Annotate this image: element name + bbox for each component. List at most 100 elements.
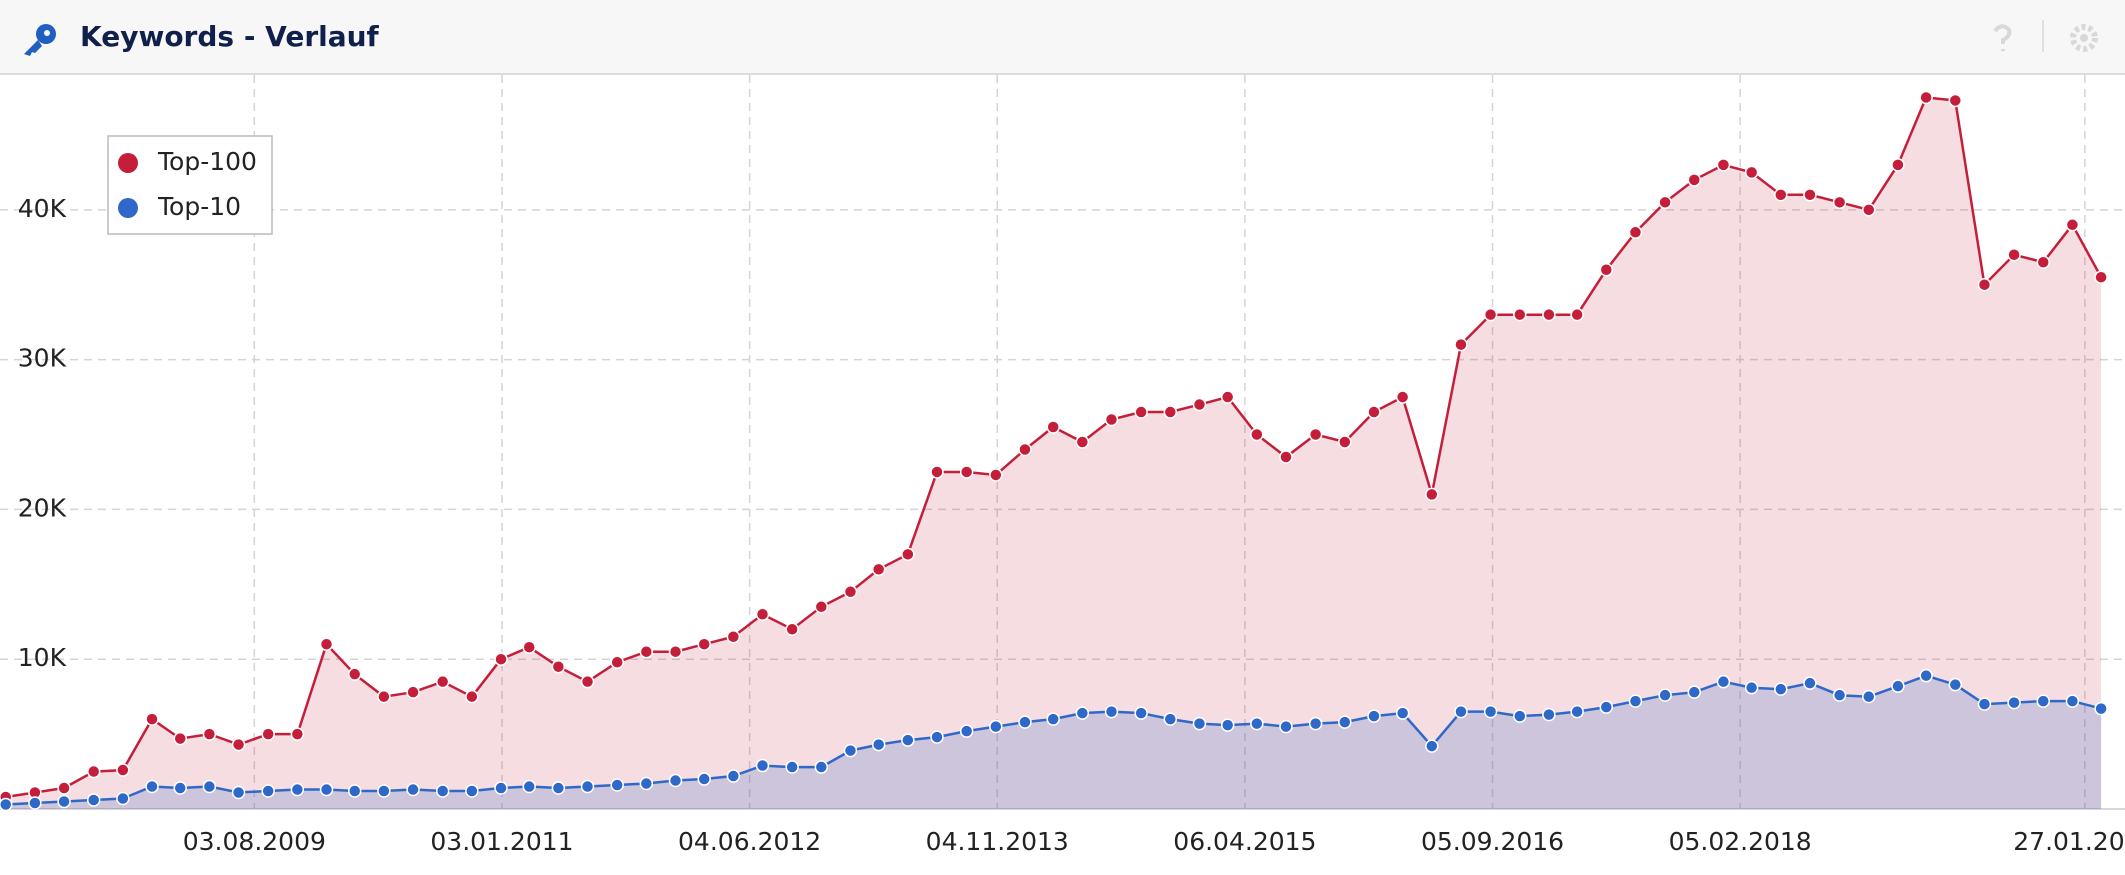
data-point (1018, 715, 1032, 729)
data-point (610, 778, 624, 792)
data-point (871, 737, 886, 752)
data-point (580, 674, 595, 689)
data-point (377, 689, 391, 704)
data-point (202, 779, 217, 794)
data-point (1220, 390, 1235, 404)
data-point (1832, 688, 1847, 702)
data-point (1570, 704, 1584, 719)
data-point (930, 730, 944, 744)
data-point (231, 785, 246, 800)
data-point (1220, 718, 1235, 732)
data-point (843, 585, 858, 599)
data-point (697, 637, 711, 651)
data-point (2036, 255, 2051, 269)
data-point (1977, 697, 1992, 711)
data-point (1134, 706, 1148, 720)
data-point (1658, 195, 1672, 210)
data-point (290, 727, 305, 741)
data-point (1104, 412, 1119, 427)
data-point (1658, 688, 1672, 702)
legend-label: Top-10 (157, 192, 241, 221)
data-point (1046, 712, 1060, 726)
data-point (785, 622, 799, 636)
data-point (1163, 712, 1178, 726)
data-point (959, 724, 974, 738)
data-point (1513, 709, 1527, 723)
data-point (726, 629, 741, 644)
data-point (1279, 450, 1293, 464)
data-point (551, 781, 566, 795)
data-point (2036, 694, 2051, 708)
data-point (1948, 677, 1963, 692)
data-point (2065, 694, 2080, 708)
data-point (1599, 700, 1614, 714)
data-point (639, 776, 654, 791)
data-point (843, 743, 858, 758)
data-point (435, 674, 450, 689)
data-point (1425, 487, 1439, 502)
data-point (1862, 203, 1876, 217)
data-point (1279, 719, 1293, 734)
data-point (1948, 93, 1963, 108)
help-icon[interactable] (1989, 24, 2015, 51)
x-tick-label: 06.04.2015 (1173, 827, 1316, 856)
data-point (668, 644, 683, 659)
data-point (1075, 435, 1090, 449)
settings-icon[interactable] (2070, 24, 2098, 52)
data-point (1367, 405, 1381, 419)
y-tick-label: 30K (18, 344, 67, 373)
data-point (2094, 701, 2108, 716)
data-point (2007, 248, 2021, 262)
legend-label: Top-100 (157, 147, 257, 176)
data-point (1338, 715, 1352, 729)
data-point (785, 760, 799, 774)
data-point (1454, 704, 1468, 719)
data-point (377, 784, 391, 798)
data-point (465, 784, 479, 798)
data-point (406, 782, 420, 797)
data-point (465, 689, 479, 704)
data-point (1018, 442, 1032, 457)
data-point (435, 784, 450, 798)
data-point (1919, 668, 1933, 683)
area-fill (5, 675, 2102, 809)
data-point (1308, 427, 1323, 442)
data-point (1338, 435, 1352, 449)
data-point (901, 547, 915, 562)
key-hole (44, 30, 50, 36)
data-point (319, 782, 334, 797)
data-point (1977, 277, 1992, 292)
data-point (1425, 739, 1439, 753)
data-point (28, 796, 42, 810)
data-point (551, 659, 566, 674)
y-tick-label: 40K (18, 194, 67, 223)
data-point (116, 791, 130, 806)
data-point (290, 782, 305, 797)
data-point (1744, 680, 1759, 695)
header-bar (0, 0, 2125, 74)
x-tick-label: 04.06.2012 (678, 827, 821, 856)
data-point (1163, 405, 1178, 419)
data-point (231, 737, 246, 752)
data-point (494, 781, 508, 795)
data-point (522, 779, 536, 794)
data-point (1687, 173, 1702, 187)
x-tick-label: 03.01.2011 (430, 827, 573, 856)
data-point (494, 652, 508, 666)
data-point (1803, 676, 1817, 690)
data-point (173, 731, 187, 746)
data-point (1716, 158, 1731, 172)
data-point (57, 794, 71, 809)
data-point (261, 727, 275, 741)
data-point (1542, 707, 1556, 722)
data-point (1862, 689, 1876, 704)
data-point (930, 465, 944, 479)
data-point (1483, 704, 1498, 719)
data-point (959, 465, 974, 479)
data-point (989, 468, 1003, 482)
data-point (1250, 427, 1264, 442)
data-point (1716, 674, 1731, 689)
data-point (202, 727, 217, 741)
data-point (1395, 390, 1410, 404)
data-point (1308, 716, 1323, 731)
